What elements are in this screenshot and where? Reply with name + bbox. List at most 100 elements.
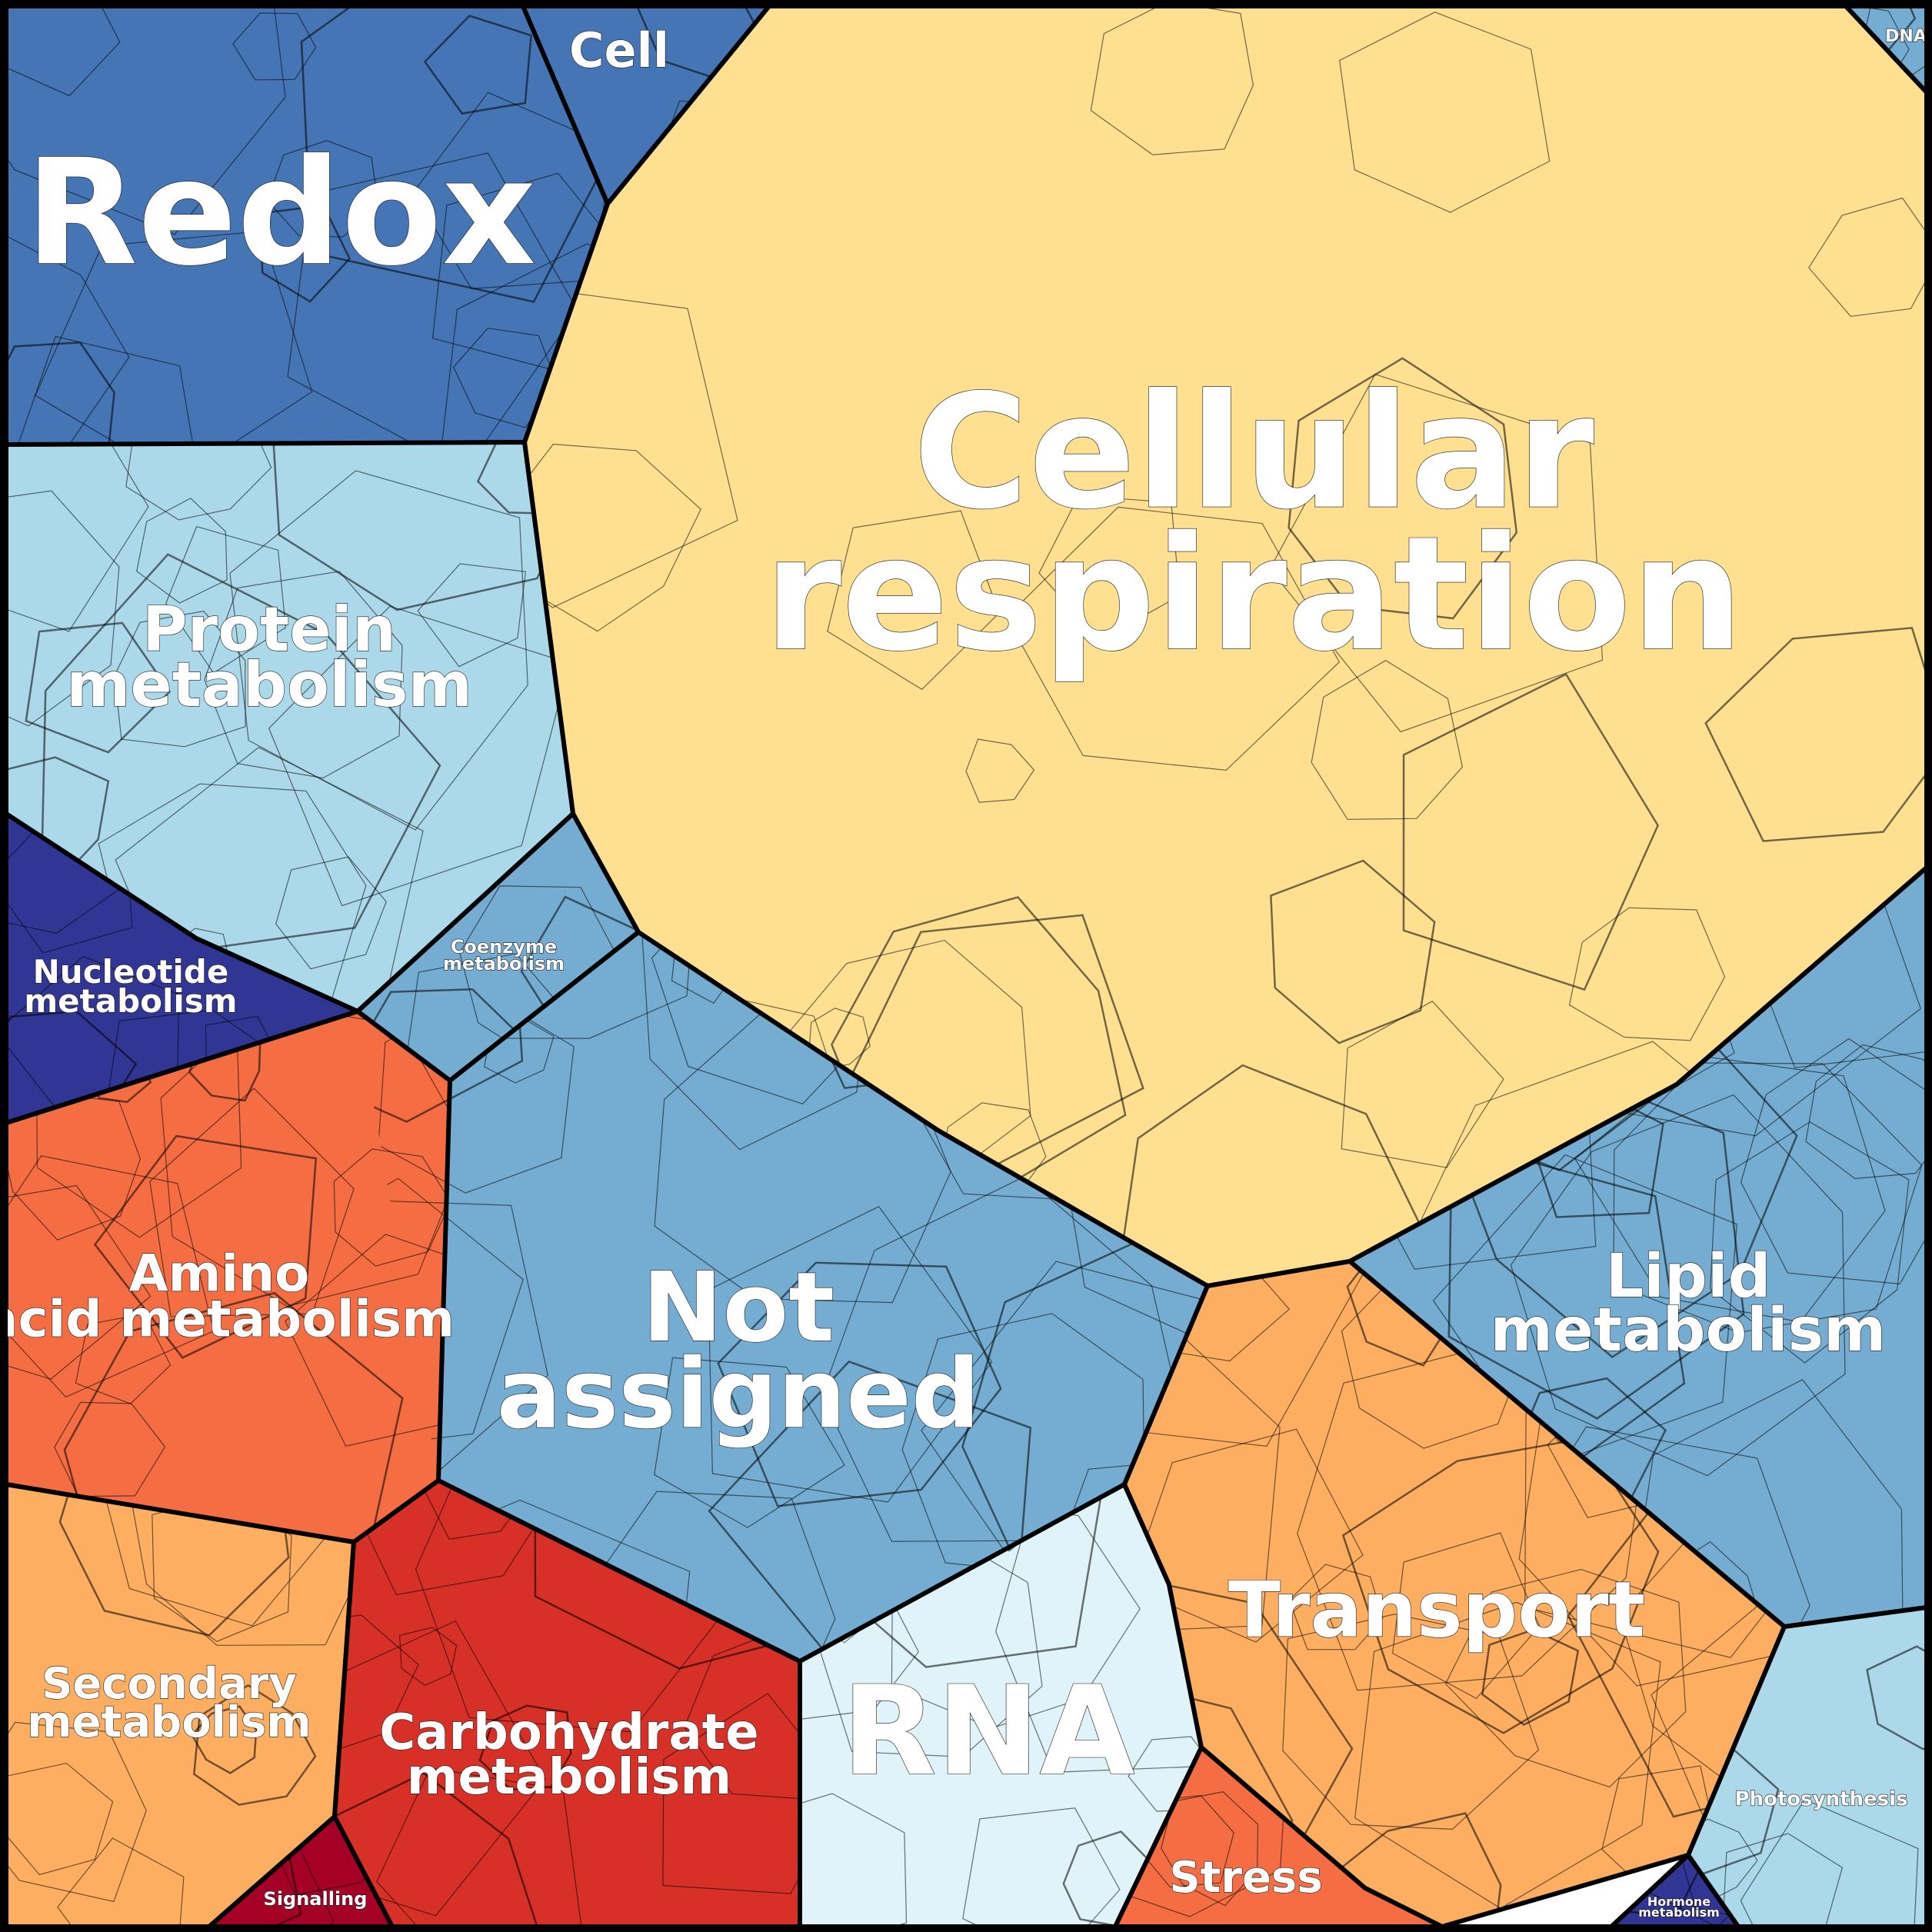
- subcell: [376, 1767, 582, 1927]
- label-nucleotide-metabolism: Nucleotide metabolism: [24, 953, 237, 1020]
- subcell: [1128, 1428, 1364, 1643]
- subcell: [115, 746, 424, 1011]
- subcell: [35, 231, 313, 445]
- label-stress: Stress: [1169, 1853, 1322, 1903]
- subcell: [275, 856, 387, 970]
- subcell: [995, 1484, 1201, 1774]
- label-carbohydrate-metabolism: Carbohydrate metabolism: [379, 1704, 758, 1806]
- subcell: [441, 243, 608, 445]
- subcell: [285, 1234, 450, 1447]
- label-dna: DNA: [1885, 27, 1927, 46]
- subcell: [98, 783, 367, 1011]
- subcell: [850, 914, 1144, 1171]
- label-coenzyme-metabolism: Coenzyme metabolism: [443, 936, 565, 974]
- subcell: [654, 1357, 845, 1528]
- label-cellular-respiration: Cellular respiration: [764, 361, 1744, 687]
- subcell: [821, 1175, 1190, 1542]
- subcell: [965, 738, 1035, 803]
- subcell: [335, 1614, 419, 1758]
- label-redox: Redox: [25, 128, 536, 298]
- subcell: [525, 278, 738, 608]
- label-hormone-metabolism: Hormone metabolism: [1638, 1894, 1720, 1919]
- label-amino-acid-metabolism: Amino acid metabolism: [0, 1244, 455, 1348]
- subcell: [209, 1817, 302, 1927]
- label-transport: Transport: [1228, 1564, 1645, 1654]
- label-secondary-metabolism: Secondary metabolism: [27, 1659, 311, 1747]
- region-transport: [1122, 1259, 1787, 1929]
- subcell: [717, 1261, 1002, 1507]
- subcell: [57, 1837, 185, 1927]
- subcell: [1288, 1564, 1384, 1651]
- subcell: [1124, 1290, 1281, 1636]
- subcell: [412, 92, 608, 290]
- subcell: [1392, 1532, 1541, 1700]
- subcell: [191, 1705, 258, 1774]
- subcell: [6, 341, 115, 445]
- subcell: [6, 442, 149, 632]
- subcell: [358, 1178, 524, 1457]
- subcell: [1090, 6, 1254, 155]
- label-layer: Redox Cell Cellular respiration DNA Protein me…: [0, 22, 1927, 1920]
- subcell: [232, 12, 317, 81]
- subcell: [1524, 1339, 1784, 1658]
- subcell: [478, 1704, 572, 1791]
- subcell: [800, 1793, 908, 1927]
- subcell: [962, 1807, 1121, 1927]
- subcell: [1808, 197, 1927, 317]
- subcell: [335, 1771, 543, 1927]
- label-lipid-metabolism: Lipid metabolism: [1491, 1242, 1887, 1365]
- subcell: [14, 335, 200, 445]
- subcell: [6, 6, 286, 235]
- subcell: [6, 490, 120, 727]
- subcell: [136, 498, 228, 604]
- subcell: [1733, 868, 1927, 1068]
- subcell: [1740, 1798, 1919, 1927]
- subcell: [114, 610, 246, 748]
- subcell: [708, 1206, 993, 1503]
- subcell: [1124, 1677, 1294, 1927]
- subcell: [1269, 373, 1604, 733]
- subcell: [1846, 6, 1917, 55]
- subcells-secondary-metabolism: [6, 1484, 354, 1927]
- subcell: [152, 1493, 292, 1642]
- subcell: [1341, 1001, 1504, 1168]
- subcell: [651, 932, 891, 1104]
- subcell: [1038, 495, 1181, 641]
- label-protein-metabolism: Protein metabolism: [66, 594, 472, 721]
- subcell: [831, 896, 1127, 1183]
- subcell: [1115, 1747, 1288, 1917]
- subcell: [125, 442, 272, 521]
- subcell: [1128, 1736, 1201, 1812]
- subcell: [1481, 1628, 1580, 1726]
- subcell: [6, 1010, 138, 1123]
- subcell: [827, 510, 1000, 691]
- subcell: [449, 932, 696, 1039]
- subcells-redox: [6, 6, 608, 445]
- subcell: [1402, 672, 1660, 991]
- subcell: [1846, 6, 1910, 92]
- subcell: [259, 204, 351, 303]
- label-not-assigned: Not assigned: [497, 1252, 981, 1451]
- subcell: [6, 814, 146, 934]
- subcell: [1510, 1094, 1846, 1477]
- subcell: [6, 1721, 147, 1903]
- subcell: [1282, 1614, 1540, 1830]
- subcell: [95, 1484, 328, 1627]
- subcell: [1161, 1791, 1259, 1907]
- subcell: [415, 1481, 721, 1733]
- subcell: [269, 442, 573, 611]
- label-cell: Cell: [569, 22, 669, 78]
- subcell: [93, 1134, 318, 1359]
- label-signalling: Signalling: [264, 1888, 368, 1910]
- subcell: [1287, 357, 1518, 620]
- subcell: [1704, 627, 1927, 842]
- subcell: [378, 987, 575, 1194]
- subcell: [1740, 1038, 1927, 1285]
- subcell: [680, 60, 769, 204]
- subcell: [431, 172, 608, 375]
- subcell: [25, 621, 172, 754]
- subcell: [1270, 859, 1436, 1044]
- subcell: [1641, 1855, 1738, 1927]
- subcell: [63, 1291, 404, 1542]
